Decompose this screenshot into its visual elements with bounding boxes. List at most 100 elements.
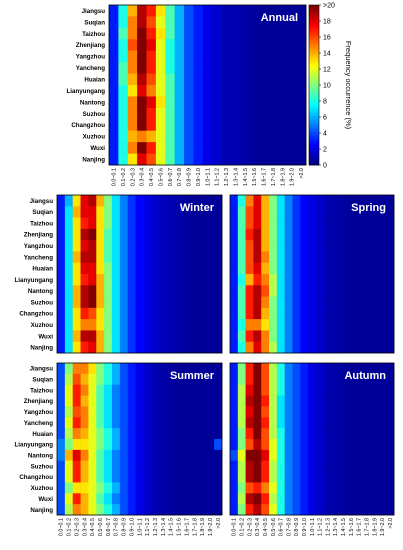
heatmap-cell bbox=[269, 195, 278, 207]
heatmap-cell bbox=[143, 251, 152, 264]
heatmap-cell bbox=[308, 493, 317, 505]
heatmap-cell bbox=[308, 262, 317, 275]
heatmap-cell bbox=[112, 251, 121, 264]
heatmap-cell bbox=[137, 107, 147, 120]
heatmap-cell bbox=[347, 330, 356, 343]
heatmap-cell bbox=[269, 274, 278, 286]
heatmap-cell bbox=[198, 195, 207, 207]
heatmap-cell bbox=[292, 262, 301, 275]
heatmap-cell bbox=[206, 471, 215, 483]
winter-panel-title: Winter bbox=[180, 202, 215, 214]
heatmap-cell bbox=[323, 439, 332, 451]
heatmap-cell bbox=[230, 471, 239, 483]
heatmap-cell bbox=[193, 27, 204, 40]
heatmap-cell bbox=[370, 319, 379, 331]
heatmap-cell bbox=[159, 330, 168, 343]
heatmap-cell bbox=[276, 228, 285, 241]
heatmap-cell bbox=[245, 251, 254, 264]
heatmap-cell bbox=[253, 240, 262, 252]
heatmap-cell bbox=[112, 439, 121, 451]
heatmap-cell bbox=[237, 274, 246, 286]
column-label: 0.7~0.8 bbox=[177, 168, 183, 186]
heatmap-cell bbox=[64, 262, 74, 275]
heatmap-cell bbox=[237, 384, 246, 396]
heatmap-cell bbox=[331, 330, 340, 343]
heatmap-cell bbox=[109, 73, 119, 86]
heatmap-cell bbox=[193, 62, 204, 74]
heatmap-cell bbox=[159, 296, 168, 309]
heatmap-cell bbox=[276, 373, 285, 386]
heatmap-cell bbox=[151, 206, 160, 218]
heatmap-cell bbox=[245, 363, 254, 375]
heatmap-cell bbox=[198, 482, 207, 494]
heatmap-cell bbox=[230, 341, 239, 354]
heatmap-cell bbox=[57, 285, 66, 297]
heatmap-cell bbox=[354, 240, 364, 252]
heatmap-cell bbox=[146, 96, 157, 109]
heatmap-cell bbox=[261, 471, 270, 483]
heatmap-cell bbox=[261, 406, 270, 418]
heatmap-cell bbox=[253, 417, 262, 429]
heatmap-cell bbox=[378, 449, 387, 462]
heatmap-cell bbox=[182, 439, 191, 451]
heatmap-cell bbox=[104, 251, 113, 264]
heatmap-cell bbox=[354, 341, 364, 354]
heatmap-cell bbox=[277, 5, 288, 17]
column-label: 1.6~1.7 bbox=[262, 168, 268, 186]
heatmap-cell bbox=[331, 341, 340, 354]
colorbar-segment bbox=[309, 105, 319, 108]
heatmap-cell bbox=[269, 307, 278, 320]
heatmap-cell bbox=[198, 330, 207, 343]
heatmap-cell bbox=[118, 16, 129, 29]
heatmap-cell bbox=[112, 373, 121, 386]
colorbar-segment bbox=[309, 43, 319, 46]
heatmap-cell bbox=[354, 482, 364, 494]
heatmap-cell bbox=[354, 504, 364, 516]
heatmap-cell bbox=[287, 73, 297, 86]
heatmap-cell bbox=[276, 274, 285, 286]
heatmap-cell bbox=[119, 228, 129, 241]
heatmap-cell bbox=[119, 307, 129, 320]
heatmap-cell bbox=[57, 262, 66, 275]
colorbar-segment bbox=[309, 159, 319, 162]
heatmap-cell bbox=[300, 493, 309, 505]
heatmap-cell bbox=[296, 96, 307, 109]
heatmap-cell bbox=[72, 285, 81, 297]
heatmap-cell bbox=[277, 107, 288, 120]
heatmap-cell bbox=[230, 50, 241, 63]
heatmap-cell bbox=[206, 373, 215, 386]
heatmap-cell bbox=[315, 384, 325, 396]
heatmap-cell bbox=[212, 130, 222, 143]
heatmap-cell bbox=[347, 240, 356, 252]
heatmap-cell bbox=[277, 39, 288, 52]
heatmap-cell bbox=[135, 363, 144, 375]
heatmap-cell bbox=[64, 384, 74, 396]
heatmap-cell bbox=[72, 493, 81, 505]
heatmap-cell bbox=[331, 217, 340, 230]
column-label: 0.0~0.1 bbox=[111, 168, 117, 186]
heatmap-cell bbox=[193, 73, 204, 86]
heatmap-cell bbox=[386, 228, 395, 241]
heatmap-cell bbox=[323, 251, 332, 264]
heatmap-cell bbox=[135, 482, 144, 494]
heatmap-cell bbox=[237, 240, 246, 252]
heatmap-cell bbox=[159, 439, 168, 451]
heatmap-cell bbox=[221, 130, 232, 143]
heatmap-cell bbox=[104, 319, 113, 331]
column-label: 0.6~0.7 bbox=[168, 168, 174, 186]
heatmap-cell bbox=[135, 504, 144, 516]
heatmap-cell bbox=[315, 504, 325, 516]
heatmap-cell bbox=[72, 330, 81, 343]
colorbar-segment bbox=[309, 103, 319, 106]
heatmap-cell bbox=[300, 439, 309, 451]
heatmap-cell bbox=[230, 228, 239, 241]
heatmap-cell bbox=[109, 153, 119, 166]
heatmap-cell bbox=[354, 395, 364, 407]
heatmap-cell bbox=[230, 417, 239, 429]
heatmap-cell bbox=[96, 460, 105, 472]
heatmap-cell bbox=[57, 228, 66, 241]
heatmap-cell bbox=[112, 449, 121, 462]
heatmap-cell bbox=[127, 240, 136, 252]
heatmap-cell bbox=[386, 363, 395, 375]
heatmap-cell bbox=[292, 439, 301, 451]
